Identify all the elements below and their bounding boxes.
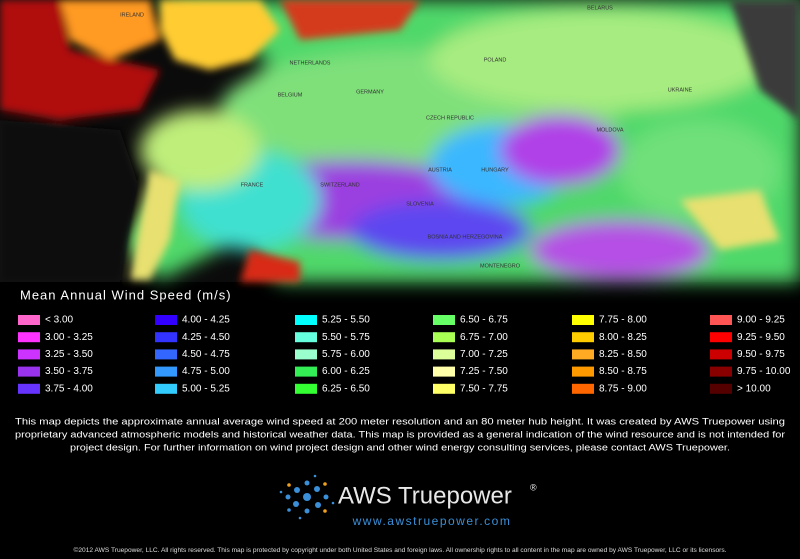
legend-swatch — [710, 349, 732, 360]
legend-label: 6.00 - 6.25 — [322, 366, 370, 377]
map-label: GERMANY — [356, 89, 384, 95]
legend-swatch — [710, 383, 732, 394]
legend-label: 5.00 - 5.25 — [182, 383, 230, 394]
legend-label: 5.25 - 5.50 — [322, 315, 370, 326]
legend-label: 7.25 - 7.50 — [460, 366, 508, 377]
legend-label: 3.75 - 4.00 — [45, 383, 93, 394]
legend-swatch — [155, 349, 177, 360]
logo-mark: ® — [530, 482, 537, 492]
legend-swatch — [155, 366, 177, 377]
legend-swatch — [572, 315, 594, 325]
legend-label: 6.25 - 6.50 — [322, 383, 370, 394]
legend-label: 9.25 - 9.50 — [737, 332, 785, 343]
legend-label: < 3.00 — [45, 315, 74, 326]
description-line: proprietary advanced atmospheric models … — [15, 430, 786, 441]
description-line: project design. For further information … — [70, 443, 730, 454]
logo: AWS Truepower ® www.awstruepower.com — [279, 474, 537, 528]
legend-swatch — [433, 315, 455, 325]
legend-swatch — [710, 315, 732, 325]
map-label: MONTENEGRO — [480, 263, 521, 269]
legend-swatch — [710, 332, 732, 343]
legend-label: 7.50 - 7.75 — [460, 383, 508, 394]
legend-label: 4.25 - 4.50 — [182, 332, 230, 343]
legend-label: 7.75 - 8.00 — [599, 315, 647, 326]
legend-swatch — [433, 383, 455, 394]
legend-label: 6.50 - 6.75 — [460, 315, 508, 326]
legend-swatch — [18, 332, 40, 343]
description-line: This map depicts the approximate annual … — [15, 417, 785, 428]
legend-label: 9.50 - 9.75 — [737, 349, 785, 360]
legend-swatch — [18, 349, 40, 360]
map-label: MOLDOVA — [596, 127, 623, 133]
legend-swatch — [433, 349, 455, 360]
legend-label: 4.75 - 5.00 — [182, 366, 230, 377]
legend-swatch — [295, 332, 317, 343]
legend-label: > 10.00 — [737, 383, 771, 394]
legend-swatch — [18, 383, 40, 394]
legend-swatch — [572, 383, 594, 394]
map-label: BELARUS — [587, 5, 613, 11]
legend-swatch — [155, 332, 177, 343]
map-label: BOSNIA AND HERZEGOVINA — [428, 234, 503, 240]
copyright: ©2012 AWS Truepower, LLC. All rights res… — [74, 546, 727, 554]
legend-swatch — [572, 366, 594, 377]
legend-label: 9.00 - 9.25 — [737, 315, 785, 326]
map-label: SWITZERLAND — [320, 182, 359, 188]
map-label: SLOVENIA — [406, 201, 434, 207]
map-labels: IRELAND BELARUS NETHERLANDS POLAND GERMANY BE… — [120, 5, 692, 269]
legend-label: 4.50 - 4.75 — [182, 349, 230, 360]
legend-swatch — [433, 332, 455, 343]
map-label: POLAND — [484, 57, 507, 63]
map-label: NETHERLANDS — [290, 60, 331, 66]
legend-swatch — [18, 315, 40, 325]
wind-map: IRELAND BELARUS NETHERLANDS POLAND GERMANY BE… — [0, 0, 800, 282]
map-label: AUSTRIA — [428, 167, 452, 173]
legend-swatch — [155, 383, 177, 394]
legend-label: 8.75 - 9.00 — [599, 383, 647, 394]
legend-swatch — [18, 366, 40, 377]
legend-swatch — [572, 349, 594, 360]
legend-swatch — [433, 366, 455, 377]
map-label: UKRAINE — [668, 87, 693, 93]
legend-label: 4.00 - 4.25 — [182, 315, 230, 326]
map-label: BELGIUM — [278, 92, 303, 98]
legend-label: 5.75 - 6.00 — [322, 349, 370, 360]
legend-label: 3.00 - 3.25 — [45, 332, 93, 343]
map-label: FRANCE — [241, 182, 264, 188]
legend-swatch — [295, 383, 317, 394]
legend-label: 5.50 - 5.75 — [322, 332, 370, 343]
legend-label: 8.00 - 8.25 — [599, 332, 647, 343]
legend-label: 6.75 - 7.00 — [460, 332, 508, 343]
legend-swatch — [710, 366, 732, 377]
legend-swatch — [572, 332, 594, 343]
legend-label: 3.25 - 3.50 — [45, 349, 93, 360]
legend-swatch — [155, 315, 177, 325]
legend-swatch — [295, 349, 317, 360]
logo-name: AWS Truepower — [338, 482, 512, 509]
legend-label: 3.50 - 3.75 — [45, 366, 93, 377]
legend-label: 9.75 - 10.00 — [737, 366, 791, 377]
map-label: CZECH REPUBLIC — [426, 115, 474, 121]
legend-swatch — [295, 315, 317, 325]
logo-url: www.awstruepower.com — [352, 514, 512, 528]
legend-title: Mean Annual Wind Speed (m/s) — [20, 287, 232, 302]
legend-swatch — [295, 366, 317, 377]
map-label: IRELAND — [120, 12, 144, 18]
legend: < 3.00 3.00 - 3.25 3.25 - 3.50 3.50 - 3.75 3… — [18, 315, 791, 394]
legend-label: 8.25 - 8.50 — [599, 349, 647, 360]
legend-label: 8.50 - 8.75 — [599, 366, 647, 377]
legend-label: 7.00 - 7.25 — [460, 349, 508, 360]
map-label: HUNGARY — [481, 167, 509, 173]
description: This map depicts the approximate annual … — [15, 417, 786, 454]
